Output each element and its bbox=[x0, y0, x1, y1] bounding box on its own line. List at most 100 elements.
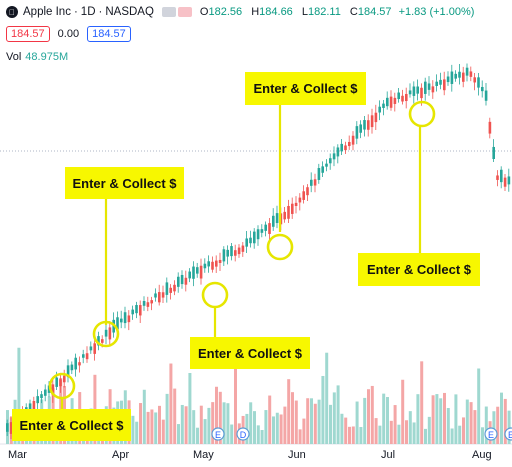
volume-bar bbox=[329, 404, 332, 444]
volume-bar bbox=[226, 403, 230, 444]
candle-body bbox=[382, 103, 385, 108]
candle-body bbox=[503, 177, 507, 187]
annotation-circle bbox=[92, 320, 120, 348]
volume-bar bbox=[165, 393, 169, 444]
candle-body bbox=[127, 315, 131, 323]
volume-bar bbox=[215, 386, 218, 444]
candle-body bbox=[340, 143, 343, 152]
candle-body bbox=[408, 90, 412, 95]
volume-bar bbox=[146, 411, 150, 444]
volume-bar bbox=[492, 411, 496, 444]
volume-bar bbox=[203, 419, 207, 444]
volume-bar bbox=[268, 395, 272, 444]
volume-bar bbox=[275, 412, 279, 444]
candle-body bbox=[386, 97, 389, 107]
volume-bar bbox=[279, 414, 283, 444]
volume-bar bbox=[340, 413, 344, 444]
candle-body bbox=[325, 163, 328, 167]
volume-bar bbox=[336, 385, 340, 444]
annotation-box: Enter & Collect $ bbox=[245, 72, 366, 105]
candle-body bbox=[321, 166, 324, 173]
volume-bar bbox=[310, 398, 313, 444]
volume-bar bbox=[207, 407, 211, 444]
candle-body bbox=[226, 249, 229, 257]
volume-bar bbox=[283, 406, 287, 444]
candle-body bbox=[237, 247, 241, 255]
volume-bar bbox=[135, 421, 139, 444]
volume-bar bbox=[287, 379, 291, 444]
candle-body bbox=[367, 120, 370, 130]
high-value: 184.66 bbox=[259, 6, 293, 18]
candle-body bbox=[427, 83, 431, 90]
volume-bar bbox=[481, 427, 484, 444]
candle-body bbox=[139, 305, 142, 316]
candle-body bbox=[496, 175, 499, 180]
low-label: L bbox=[301, 6, 308, 18]
candle-body bbox=[363, 120, 366, 130]
candle-body bbox=[249, 237, 252, 244]
candle-body bbox=[401, 95, 404, 102]
candle-body bbox=[405, 93, 408, 102]
volume-bar bbox=[473, 410, 477, 444]
volume-bar bbox=[393, 405, 397, 444]
volume-bar bbox=[458, 425, 462, 444]
event-marker bbox=[236, 427, 250, 441]
volume-bar bbox=[158, 405, 161, 444]
volume-bar bbox=[405, 420, 408, 444]
volume-bar bbox=[344, 417, 348, 444]
symbol-name[interactable]: Apple Inc bbox=[23, 6, 71, 18]
candle-body bbox=[230, 246, 233, 257]
candle-body bbox=[370, 115, 374, 128]
title-separator: · bbox=[98, 6, 103, 18]
volume-bar bbox=[424, 428, 427, 444]
event-marker-label: E bbox=[508, 430, 512, 440]
candle-body bbox=[344, 145, 347, 151]
close-value: 184.57 bbox=[357, 6, 392, 18]
volume-bar bbox=[139, 403, 142, 444]
event-marker-label: D bbox=[240, 430, 247, 440]
candle-body bbox=[40, 394, 43, 399]
candle-body bbox=[123, 312, 127, 324]
visibility-toggle-icon[interactable] bbox=[161, 7, 194, 17]
annotation-circle bbox=[48, 372, 76, 400]
candle-body bbox=[336, 147, 340, 157]
volume-bar bbox=[264, 410, 268, 444]
candle-body bbox=[44, 389, 47, 396]
sell-price-button[interactable]: 184.57 bbox=[6, 26, 50, 42]
candle-body bbox=[374, 112, 378, 123]
candle-body bbox=[177, 276, 180, 287]
candle-body bbox=[104, 329, 108, 337]
volume-bar bbox=[412, 422, 416, 444]
candle-body bbox=[211, 261, 214, 270]
interval[interactable]: 1D bbox=[80, 6, 96, 18]
volume-bar bbox=[150, 409, 154, 444]
candle-body bbox=[272, 215, 275, 227]
volume-bar bbox=[211, 402, 215, 444]
candle-body bbox=[378, 106, 381, 113]
volume-bar bbox=[196, 427, 199, 444]
candle-body bbox=[82, 354, 85, 358]
candle-body bbox=[6, 423, 9, 432]
volume-bar bbox=[389, 420, 393, 444]
low-value: 182.11 bbox=[308, 6, 341, 18]
volume-bar bbox=[256, 425, 260, 444]
candle-body bbox=[264, 224, 267, 231]
volume-label: Vol bbox=[6, 51, 22, 63]
candle-body bbox=[93, 343, 96, 354]
change-value: +1.83 (+1.00%) bbox=[398, 6, 475, 18]
candle-body bbox=[89, 346, 93, 351]
volume-bar bbox=[382, 393, 386, 444]
candle-body bbox=[469, 71, 473, 77]
volume-bar bbox=[230, 424, 234, 444]
volume-bar bbox=[173, 388, 177, 444]
candle-body bbox=[165, 282, 169, 295]
buy-price-button[interactable]: 184.57 bbox=[87, 26, 131, 42]
candle-body bbox=[32, 400, 36, 414]
candle-body bbox=[397, 92, 400, 100]
volume-bar bbox=[370, 385, 374, 444]
volume-bar bbox=[367, 389, 370, 444]
volume-bar bbox=[477, 368, 481, 444]
open-label: O bbox=[199, 6, 209, 18]
candle-body bbox=[298, 197, 302, 203]
